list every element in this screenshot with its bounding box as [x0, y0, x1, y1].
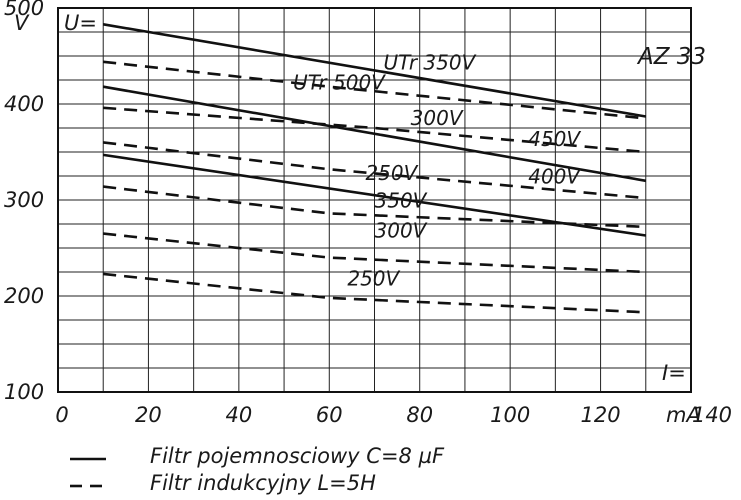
series-lines — [102, 23, 647, 314]
curve-label-2: 300V — [411, 106, 464, 130]
y-tick-label-500: 500 — [4, 0, 44, 20]
series-line-5 — [103, 141, 646, 200]
y-tick-label-100: 100 — [4, 380, 44, 404]
series-line-7 — [103, 232, 646, 274]
series-line-8 — [103, 272, 646, 314]
x-tick-label-120: 120 — [581, 403, 621, 427]
series-line-3 — [103, 60, 646, 120]
curve-label-4: 250V — [365, 161, 418, 185]
curve-label-6: 350V — [375, 189, 428, 213]
series-line-0 — [102, 23, 647, 118]
chart-title: AZ 33 — [636, 44, 706, 70]
grid — [58, 8, 691, 392]
x-tick-label-60: 60 — [316, 403, 343, 427]
x-axis-label: I= — [662, 361, 686, 385]
y-tick-label-300: 300 — [4, 188, 44, 212]
x-tick-label-20: 20 — [135, 403, 162, 427]
x-tick-labels: 0 20 40 60 80 100 120 140 — [55, 403, 732, 427]
series-line-1 — [102, 85, 647, 183]
legend-solid-text: Filtr pojemnosciowy C=8 µF — [150, 444, 445, 468]
y-tick-label-200: 200 — [4, 284, 44, 308]
x-tick-label-80: 80 — [406, 403, 433, 427]
curve-label-5: 400V — [528, 165, 581, 189]
series-line-6 — [103, 185, 646, 229]
curve-label-8: 250V — [347, 266, 400, 290]
y-tick-labels: 100 200 300 400 500 — [4, 0, 44, 404]
y-axis-unit: V — [14, 11, 30, 35]
x-axis-unit: mA — [666, 403, 701, 427]
x-tick-label-140: 140 — [692, 403, 732, 427]
legend: Filtr pojemnosciowy C=8 µF Filtr indukcy… — [70, 444, 445, 495]
curve-label-0: UTr 350V — [384, 50, 477, 74]
x-tick-label-0: 0 — [55, 403, 68, 427]
x-tick-label-40: 40 — [225, 403, 252, 427]
curve-label-1: UTr 500V — [293, 71, 386, 95]
series-line-4 — [103, 106, 646, 154]
x-tick-label-100: 100 — [490, 403, 530, 427]
legend-dashed-text: Filtr indukcyjny L=5H — [150, 471, 376, 495]
y-axis-label: U= — [64, 11, 97, 35]
plot-frame — [57, 7, 692, 393]
curve-label-3: 450V — [528, 127, 581, 151]
curve-label-7: 300V — [375, 218, 428, 242]
y-tick-label-400: 400 — [4, 92, 44, 116]
